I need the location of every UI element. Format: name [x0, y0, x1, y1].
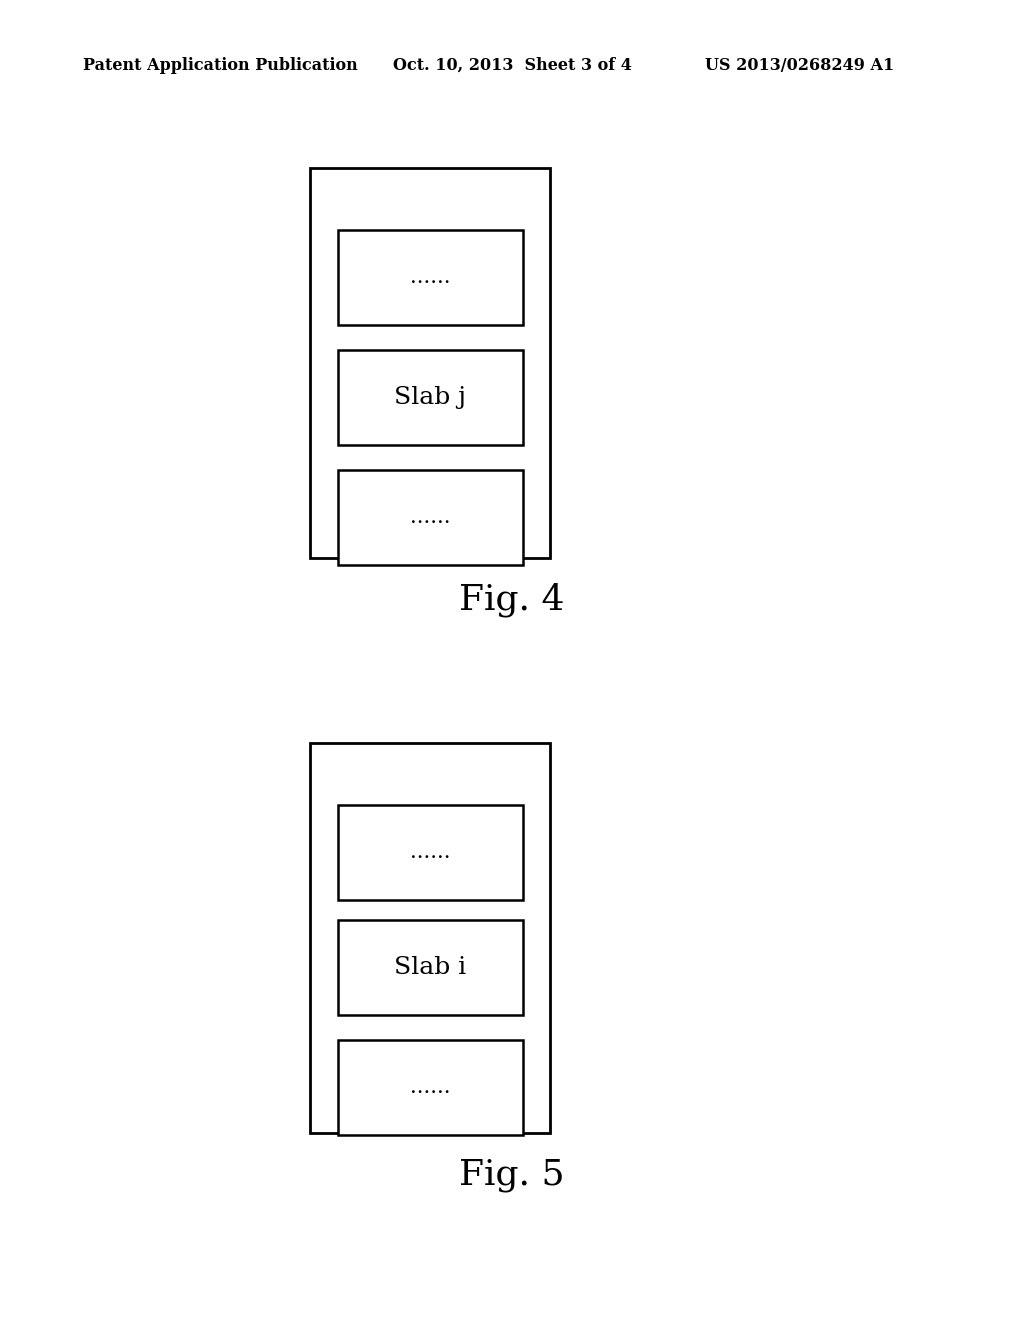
Bar: [338, 350, 523, 445]
Text: Patent Application Publication: Patent Application Publication: [83, 57, 357, 74]
Bar: [338, 920, 523, 1015]
Text: Fig. 5: Fig. 5: [459, 1158, 565, 1192]
Text: Slab j: Slab j: [394, 385, 467, 409]
Text: ......: ......: [411, 268, 451, 286]
Bar: [310, 168, 550, 558]
Bar: [338, 805, 523, 900]
Text: ......: ......: [411, 1078, 451, 1097]
Text: US 2013/0268249 A1: US 2013/0268249 A1: [706, 57, 895, 74]
Text: Fig. 4: Fig. 4: [459, 582, 565, 618]
Bar: [338, 1040, 523, 1135]
Text: ......: ......: [411, 508, 451, 527]
Bar: [338, 230, 523, 325]
Text: ......: ......: [411, 843, 451, 862]
Text: Slab i: Slab i: [394, 956, 467, 979]
Bar: [338, 470, 523, 565]
Bar: [310, 743, 550, 1133]
Text: Oct. 10, 2013  Sheet 3 of 4: Oct. 10, 2013 Sheet 3 of 4: [392, 57, 632, 74]
